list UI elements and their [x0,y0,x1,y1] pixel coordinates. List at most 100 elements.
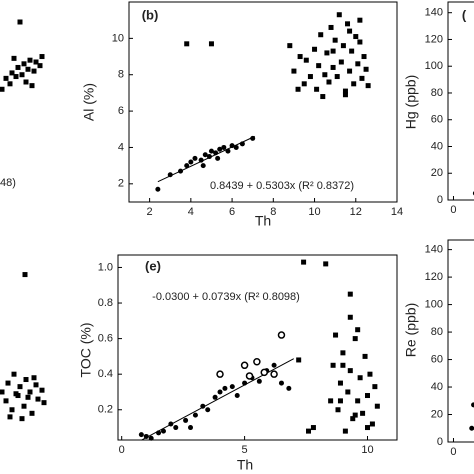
point [31,68,37,74]
y-tick-label: 6 [118,105,124,117]
point [316,63,322,69]
point [330,48,336,54]
point [353,34,359,40]
point [3,398,9,404]
point [0,86,5,92]
y-tick-label: 80 [431,87,443,99]
y-tick-label: 100 [425,298,443,310]
point [335,407,341,413]
point [349,48,355,54]
point [324,50,330,56]
point [270,370,278,378]
point [33,59,39,65]
point [355,398,361,404]
y-tick-label: 10 [112,32,124,44]
point [184,163,190,169]
point [222,385,228,391]
y-tick-label: 80 [431,326,443,338]
point [278,380,284,386]
point [168,421,174,427]
x-tick-label: 8 [270,206,276,218]
y-tick-label: 0 [437,194,443,206]
point [7,81,13,87]
point [192,155,198,161]
point [35,396,41,402]
x-tick-label: 4 [188,206,194,218]
y-tick-label: 0.6 [98,333,113,345]
point [221,144,227,150]
point [206,154,212,160]
point [37,63,43,69]
x-tick-label: 5 [242,444,248,456]
point [256,378,262,384]
point [310,425,316,431]
x-tick-label: 0 [450,204,456,216]
point [345,21,351,27]
point [183,417,189,423]
point [25,394,31,400]
y-tick-label: 0.8 [98,297,113,309]
point [217,389,223,395]
point [347,291,353,297]
point [253,357,261,366]
x-tick-label: 0 [450,446,456,458]
y-tick-label: 40 [431,381,443,393]
plot-frame [447,1,474,201]
point [213,150,219,156]
trendline [157,135,255,183]
point [156,430,162,436]
point [271,362,277,368]
x-tick-label: 0 [119,444,125,456]
point [323,261,329,267]
point [17,19,23,25]
point [340,350,346,356]
point [22,272,28,278]
point [345,389,351,395]
point [469,425,474,431]
point [200,403,206,409]
point [367,371,373,377]
y-tick-label: 8 [118,69,124,81]
point [13,74,19,80]
y-tick-label: 120 [425,33,443,45]
y-tick-label: 20 [431,408,443,420]
point [355,327,361,333]
point [361,54,367,60]
x-tick-label: 12 [350,206,362,218]
point [365,393,371,399]
x-tick-label: 2 [147,206,153,218]
point [260,368,269,377]
point [332,37,338,43]
x-axis-label: Th [237,457,253,473]
point [342,428,348,434]
point [229,143,235,149]
point [233,144,239,150]
point [338,59,344,65]
point [39,387,45,393]
point [9,70,15,76]
point [19,72,25,78]
point [372,384,378,390]
point [297,54,303,60]
y-tick-label: 140 [425,244,443,256]
point [160,428,166,434]
point [11,55,17,61]
point [471,402,474,408]
point [143,433,149,439]
point [357,17,363,23]
point [296,357,302,363]
point [359,75,365,81]
point [306,428,312,434]
point [7,414,13,420]
point [184,41,190,47]
point [362,353,368,359]
panel-label: (e) [145,258,161,273]
point [347,28,353,34]
point [41,400,47,406]
panel-label: (b) [142,7,159,22]
point [312,46,318,52]
y-tick-label: 60 [431,114,443,126]
point [340,43,346,49]
y-tick-label: 1.0 [98,261,113,273]
point [342,88,348,94]
